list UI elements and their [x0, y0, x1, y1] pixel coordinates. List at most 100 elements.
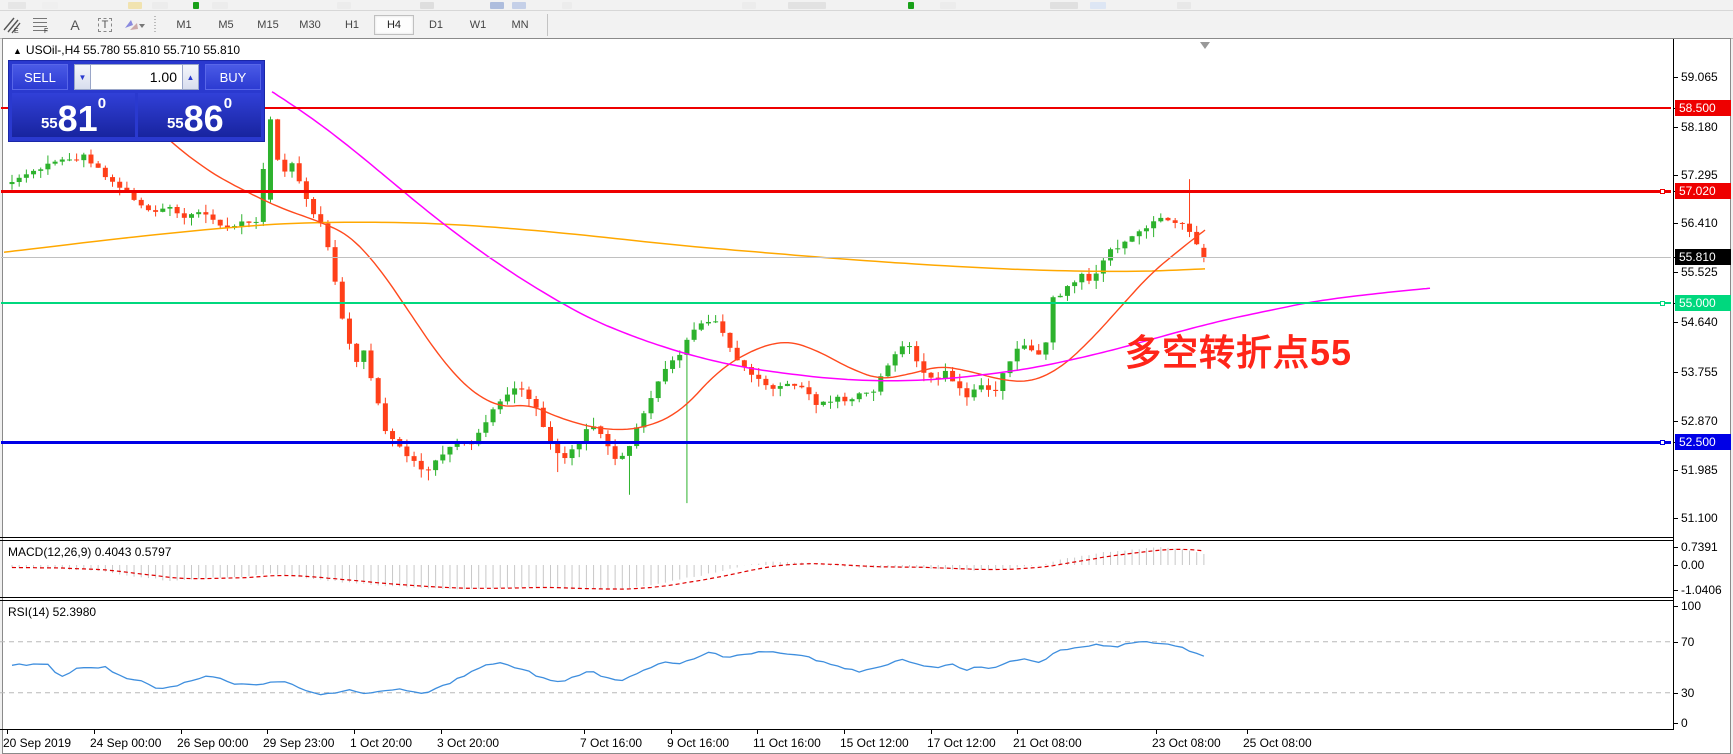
volume-increase-button[interactable]: ▲: [182, 64, 199, 90]
price-axis-tick: [1674, 175, 1678, 176]
trendlines-icon[interactable]: E: [1, 13, 29, 37]
sell-price-tile[interactable]: 55 81 0: [12, 93, 135, 137]
time-axis-tick: [1017, 730, 1018, 734]
time-axis-tick: [584, 730, 585, 734]
timeframe-button-mn[interactable]: MN: [511, 18, 529, 31]
chart-toolbar: E F A T M1 M5 M15 M30 H1 H4 D1 W1 MN: [0, 11, 1733, 39]
time-axis-tick: [1156, 730, 1157, 734]
sell-price-small: 55: [40, 115, 58, 132]
price-axis-tick: [1674, 470, 1678, 471]
time-axis-tick: [671, 730, 672, 734]
price-axis-tick: [1674, 372, 1678, 373]
panel-separator[interactable]: [0, 600, 1674, 601]
toolbar-icon-fragment[interactable]: [193, 2, 199, 9]
buy-price-sup: 0: [223, 95, 233, 112]
toolbar-icon-fragment[interactable]: [1177, 2, 1191, 9]
horizontal-level-line[interactable]: [1, 107, 1671, 109]
timeframe-group: M1 M5 M15 M30 H1 H4 D1 W1 MN: [163, 14, 541, 35]
timeframe-button-h1[interactable]: H1: [344, 18, 360, 31]
toolbar-icon-fragment[interactable]: [128, 2, 142, 9]
panel-separator[interactable]: [0, 537, 1674, 538]
rsi-axis-tick: [1674, 642, 1678, 643]
toolbar-grip[interactable]: [154, 15, 159, 34]
volume-input[interactable]: 1.00: [91, 64, 182, 90]
toolbar-icon-fragment[interactable]: [420, 2, 434, 9]
price-axis-label: 51.100: [1681, 511, 1718, 525]
text-label-icon[interactable]: A: [70, 16, 80, 33]
macd-indicator-panel[interactable]: [0, 541, 1674, 597]
toolbar-separator: [547, 13, 548, 36]
toolbar-icon-fragment[interactable]: [788, 2, 826, 9]
macd-label: MACD(12,26,9) 0.4043 0.5797: [8, 545, 172, 559]
buy-button[interactable]: BUY: [205, 64, 261, 90]
time-axis-tick: [181, 730, 182, 734]
toolbar-icon-fragment[interactable]: [1050, 2, 1078, 9]
volume-decrease-button[interactable]: ▼: [74, 64, 91, 90]
horizontal-level-line[interactable]: [1, 190, 1671, 193]
rsi-axis-tick: [1674, 606, 1678, 607]
price-axis-tick: [1674, 272, 1678, 273]
buy-price-tile[interactable]: 55 86 0: [138, 93, 261, 137]
timeframe-button-m1[interactable]: M1: [176, 18, 192, 31]
horizontal-level-line[interactable]: [1, 441, 1671, 444]
macd-axis-label: 0.00: [1681, 558, 1705, 572]
toolbar-icon-fragment[interactable]: [512, 2, 526, 9]
collapse-triangle-icon[interactable]: ▲: [13, 46, 22, 56]
time-axis-tick: [94, 730, 95, 734]
toolbar-icon-fragment[interactable]: [152, 2, 168, 9]
price-axis-tick: [1674, 77, 1678, 78]
fibo-grid-icon[interactable]: F: [31, 13, 59, 37]
time-axis-label: 23 Oct 08:00: [1152, 736, 1221, 750]
sell-price-sup: 0: [97, 95, 107, 112]
toolbar-icon-fragment[interactable]: [562, 2, 572, 9]
toolbar-icon-fragment[interactable]: [42, 2, 58, 9]
price-axis-label: 53.755: [1681, 365, 1718, 379]
time-axis-tick: [441, 730, 442, 734]
text-tool-icon[interactable]: T: [91, 13, 119, 37]
timeframe-button-h4[interactable]: H4: [374, 14, 414, 35]
toolbar-icon-fragment[interactable]: [742, 2, 756, 9]
timeframe-button-d1[interactable]: D1: [428, 18, 444, 31]
toolbar-icon-fragment[interactable]: [8, 2, 26, 9]
time-axis-label: 7 Oct 16:00: [580, 736, 643, 750]
toolbar-icon-fragment[interactable]: [337, 2, 351, 9]
price-axis-tick: [1674, 127, 1678, 128]
time-axis-label: 21 Oct 08:00: [1013, 736, 1082, 750]
timeframe-button-w1[interactable]: W1: [469, 18, 487, 31]
toolbar-icon-fragment[interactable]: [212, 2, 228, 9]
horizontal-level-line[interactable]: [1, 302, 1671, 304]
line-handle[interactable]: [1660, 301, 1665, 306]
time-axis-border: [0, 729, 1674, 730]
time-axis-tick: [844, 730, 845, 734]
toolbar-icon-fragment[interactable]: [490, 2, 504, 9]
macd-axis-tick: [1674, 590, 1678, 591]
timeframe-button-m5[interactable]: M5: [218, 18, 234, 31]
shapes-dropdown-icon[interactable]: [121, 13, 149, 37]
time-axis-tick: [931, 730, 932, 734]
panel-separator[interactable]: [0, 597, 1674, 598]
main-price-chart[interactable]: [0, 40, 1674, 538]
toolbar-icon-fragment[interactable]: [908, 2, 914, 9]
volume-control: ▼ 1.00 ▲: [74, 64, 199, 90]
rsi-axis-label: 0: [1681, 716, 1688, 730]
chart-annotation-text[interactable]: 多空转折点55: [1125, 332, 1353, 373]
clipped-toolbar-row: [0, 0, 1733, 11]
price-axis-label: 57.295: [1681, 168, 1718, 182]
line-handle[interactable]: [1660, 189, 1665, 194]
timeframe-button-m15[interactable]: M15: [257, 18, 279, 31]
line-handle[interactable]: [1660, 440, 1665, 445]
time-axis-label: 9 Oct 16:00: [667, 736, 730, 750]
rsi-axis-label: 30: [1681, 686, 1695, 700]
chart-title: ▲ USOil-,H4 55.780 55.810 55.710 55.810: [13, 43, 241, 57]
panel-separator[interactable]: [0, 540, 1674, 541]
time-axis-tick: [757, 730, 758, 734]
toolbar-icon-fragment[interactable]: [1090, 2, 1106, 9]
time-axis-tick: [7, 730, 8, 734]
timeframe-button-m30[interactable]: M30: [299, 18, 321, 31]
time-axis-label: 26 Sep 00:00: [177, 736, 249, 750]
price-axis-label: 51.985: [1681, 463, 1718, 477]
sell-button[interactable]: SELL: [12, 64, 68, 90]
toolbar-icon-fragment[interactable]: [940, 2, 956, 9]
rsi-indicator-panel[interactable]: [0, 602, 1674, 729]
